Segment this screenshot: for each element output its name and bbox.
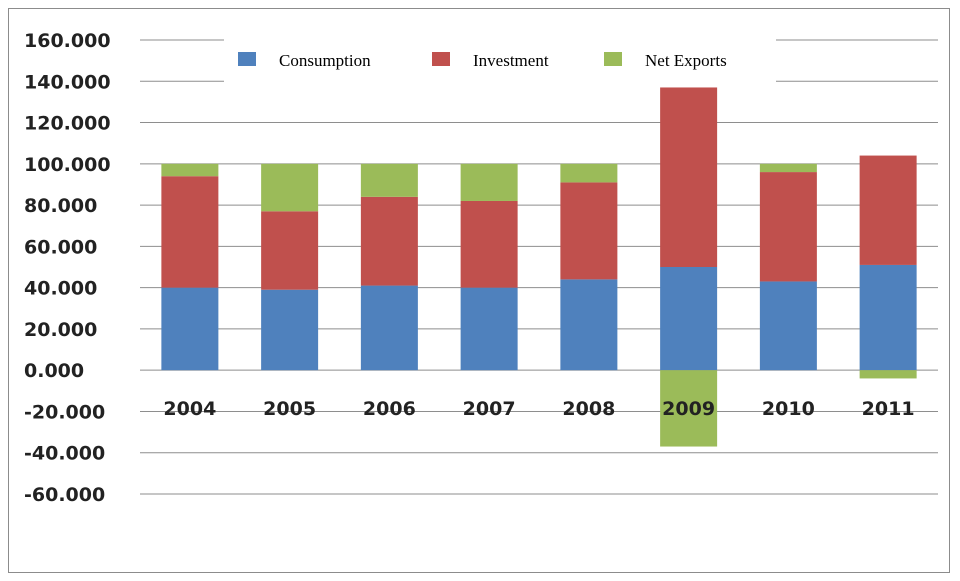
bar-consumption-2009 bbox=[660, 267, 718, 371]
x-tick-label: 2008 bbox=[562, 398, 615, 420]
bars bbox=[161, 87, 917, 447]
x-tick-label: 2005 bbox=[263, 398, 316, 420]
legend-swatch-investment bbox=[432, 52, 450, 66]
bar-net-exports-2006 bbox=[360, 163, 418, 197]
y-tick-label: 100.000 bbox=[24, 154, 111, 176]
bar-investment-2011 bbox=[859, 155, 917, 265]
legend-background bbox=[224, 38, 776, 86]
bar-investment-2010 bbox=[759, 172, 817, 282]
x-tick-label: 2010 bbox=[762, 398, 815, 420]
x-tick-label: 2009 bbox=[662, 398, 715, 420]
y-tick-label: -20.000 bbox=[24, 401, 105, 423]
gridlines bbox=[140, 39, 938, 495]
y-tick-label: 120.000 bbox=[24, 113, 111, 135]
bar-investment-2005 bbox=[261, 211, 319, 290]
y-axis-ticks: 160.000 140.000 120.000 100.000 80.000 60.000… bbox=[24, 30, 111, 506]
legend-swatch-net-exports bbox=[604, 52, 622, 66]
bar-net-exports-2007 bbox=[460, 163, 518, 201]
y-tick-label: 140.000 bbox=[24, 71, 111, 93]
bar-net-exports-2008 bbox=[560, 163, 618, 183]
bar-consumption-2004 bbox=[161, 287, 219, 371]
bar-consumption-2010 bbox=[759, 281, 817, 371]
x-tick-label: 2004 bbox=[163, 398, 216, 420]
legend-label-net-exports: Net Exports bbox=[645, 51, 727, 70]
y-tick-label: -60.000 bbox=[24, 484, 105, 506]
y-tick-label: 80.000 bbox=[24, 195, 97, 217]
bar-investment-2004 bbox=[161, 176, 219, 288]
x-tick-label: 2011 bbox=[862, 398, 915, 420]
bar-net-exports-2009 bbox=[660, 370, 718, 447]
legend-label-consumption: Consumption bbox=[279, 51, 371, 70]
bar-consumption-2006 bbox=[360, 285, 418, 371]
bar-net-exports-2004 bbox=[161, 163, 219, 177]
bar-consumption-2008 bbox=[560, 279, 618, 371]
legend-swatch-consumption bbox=[238, 52, 256, 66]
y-tick-label: 20.000 bbox=[24, 319, 97, 341]
bar-investment-2009 bbox=[660, 87, 718, 267]
bar-net-exports-2011 bbox=[859, 370, 917, 379]
bar-consumption-2007 bbox=[460, 287, 518, 371]
y-tick-label: 0.000 bbox=[24, 360, 84, 382]
legend: Consumption Investment Net Exports bbox=[224, 38, 776, 86]
y-tick-label: 60.000 bbox=[24, 236, 97, 258]
y-tick-label: 40.000 bbox=[24, 278, 97, 300]
bar-investment-2007 bbox=[460, 200, 518, 288]
y-tick-label: -40.000 bbox=[24, 443, 105, 465]
y-tick-label: 160.000 bbox=[24, 30, 111, 52]
bar-investment-2008 bbox=[560, 182, 618, 280]
bar-net-exports-2005 bbox=[261, 163, 319, 212]
x-axis-ticks: 2004 2005 2006 2007 2008 2009 2010 2011 bbox=[163, 398, 914, 420]
bar-net-exports-2010 bbox=[759, 163, 817, 173]
legend-label-investment: Investment bbox=[473, 51, 549, 70]
bar-consumption-2011 bbox=[859, 264, 917, 371]
bar-investment-2006 bbox=[360, 196, 418, 286]
x-tick-label: 2006 bbox=[363, 398, 416, 420]
x-tick-label: 2007 bbox=[463, 398, 516, 420]
bar-consumption-2005 bbox=[261, 289, 319, 371]
